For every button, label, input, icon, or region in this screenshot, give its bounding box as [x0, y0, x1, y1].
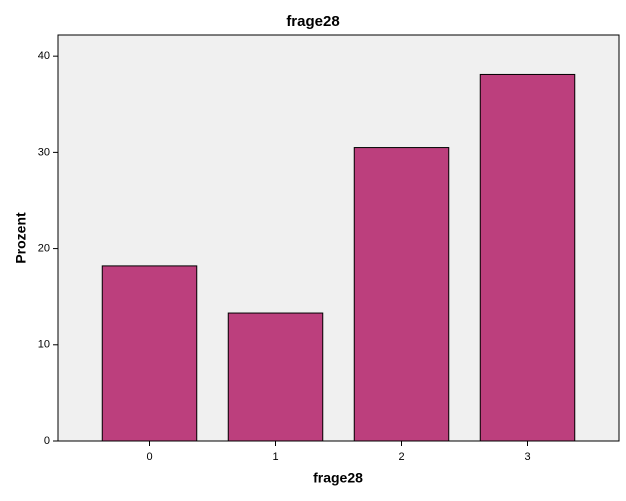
- bar: [353, 147, 450, 442]
- chart-title: frage28: [286, 13, 339, 30]
- x-tick-label: 3: [524, 451, 530, 463]
- x-tick-label: 2: [398, 451, 404, 463]
- y-tick-label: 40: [38, 50, 50, 62]
- y-axis-title: Prozent: [13, 212, 29, 264]
- x-tick-label: 0: [146, 451, 152, 463]
- bar: [479, 73, 576, 442]
- bar: [227, 312, 324, 442]
- x-axis-title: frage28: [313, 470, 363, 486]
- y-tick-label: 20: [38, 242, 50, 254]
- x-tick-label: 1: [272, 451, 278, 463]
- y-tick-label: 30: [38, 146, 50, 158]
- y-tick-label: 0: [44, 435, 50, 447]
- y-tick-label: 10: [38, 339, 50, 351]
- bar: [101, 265, 198, 442]
